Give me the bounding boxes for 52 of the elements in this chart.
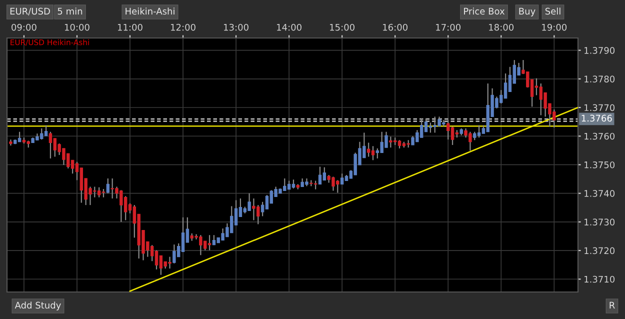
x-tick-label: 14:00 [277, 24, 302, 31]
ref-line-label: 1.3766 [582, 114, 612, 122]
candlestick [366, 142, 370, 158]
text: Price Box [464, 8, 505, 15]
candlestick [371, 146, 375, 161]
text: EUR/USD [10, 8, 50, 16]
candlestick [322, 166, 326, 181]
candlestick [389, 136, 392, 148]
candlestick [428, 122, 432, 134]
candlestick [208, 234, 212, 251]
text: R [610, 302, 615, 308]
candlestick [265, 194, 269, 210]
candlestick [450, 126, 454, 146]
text: Buy [519, 8, 536, 16]
candlestick [534, 78, 538, 96]
y-tick-label: 1.3710 [584, 276, 615, 283]
y-tick-label: 1.3790 [584, 47, 615, 54]
candlestick [446, 120, 450, 140]
text: Heikin-Ashi [126, 8, 174, 15]
x-tick-label: 18:00 [489, 24, 514, 31]
text: Add Study [14, 302, 61, 310]
candlestick [106, 178, 110, 194]
y-tick-label: 1.3770 [584, 104, 615, 112]
candlestick [150, 244, 154, 262]
candlestick [318, 166, 322, 185]
y-tick-label: 1.3720 [584, 247, 615, 254]
candlestick [340, 173, 344, 185]
text: Sell [545, 8, 560, 15]
candlestick [504, 72, 508, 99]
y-tick-label: 1.3780 [584, 76, 615, 82]
candlestick [477, 124, 481, 138]
text: 5 min [58, 8, 82, 15]
x-tick-label: 10:00 [64, 24, 90, 31]
x-tick-label: 13:00 [224, 24, 248, 31]
x-tick-label: 16:00 [383, 24, 408, 31]
x-tick-label: 17:00 [436, 24, 461, 31]
candlestick [97, 186, 101, 198]
y-tick-label: 1.3740 [584, 190, 615, 197]
x-tick-label: 12:00 [171, 24, 196, 31]
candlestick [44, 124, 48, 136]
y-tick-label: 1.3750 [584, 161, 615, 168]
candlestick [154, 250, 158, 270]
x-tick-label: 19:00 [542, 24, 567, 31]
x-tick-label: 11:00 [118, 24, 142, 31]
y-tick-label: 1.3730 [584, 218, 615, 226]
candlestick [80, 167, 84, 204]
x-tick-label: 15:00 [330, 24, 354, 31]
candlestick [420, 118, 424, 138]
candlestick [48, 131, 52, 159]
y-tick-label: 1.3760 [584, 132, 615, 140]
candlestick [159, 255, 163, 276]
x-tick-label: 09:00 [12, 24, 36, 31]
